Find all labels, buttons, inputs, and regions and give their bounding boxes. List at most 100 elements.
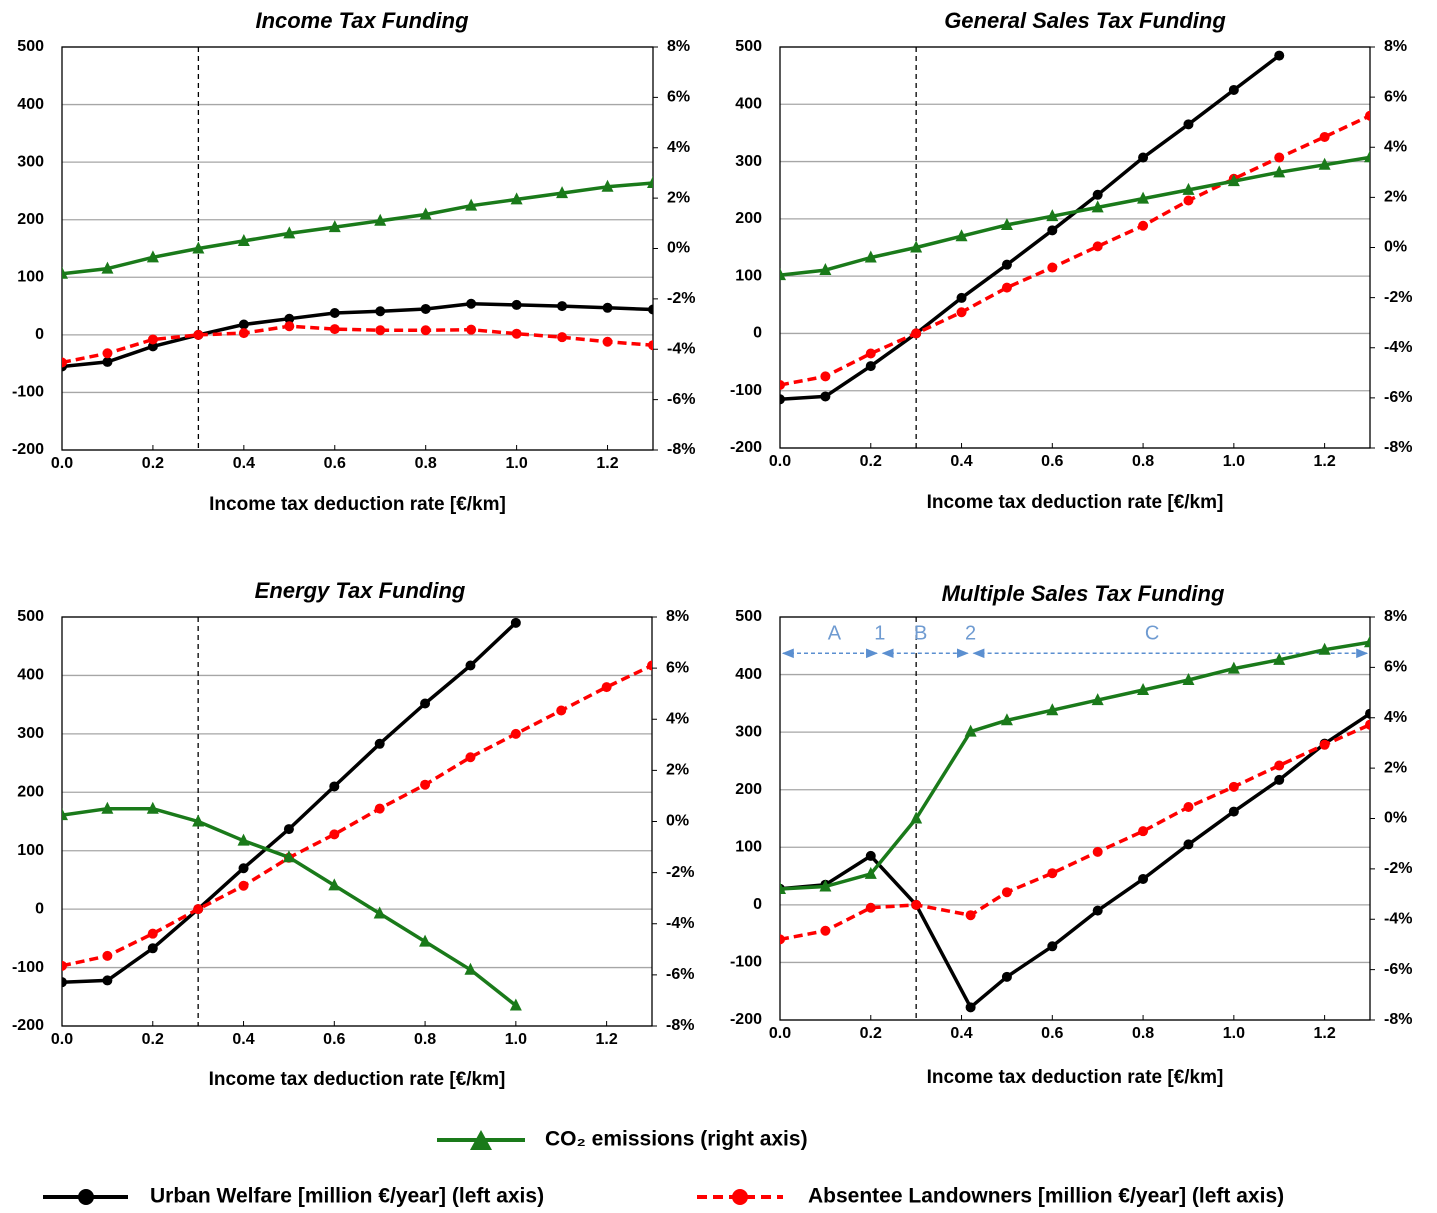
plot-frame: [779, 616, 1371, 1021]
x-tick-label: 0.4: [233, 455, 255, 472]
point: [1137, 683, 1150, 696]
point: [466, 324, 477, 335]
point: [147, 928, 158, 939]
y2-tick-label: 4%: [1384, 138, 1407, 155]
plot: [780, 635, 1370, 1013]
x-tick-label: 0.2: [860, 453, 882, 470]
series-line: [62, 663, 652, 968]
y-tick-label: 100: [735, 267, 762, 284]
point: [510, 192, 523, 205]
y-tick-label: 100: [17, 842, 44, 859]
point: [510, 617, 521, 628]
y-tick-label: 400: [735, 96, 762, 113]
series-line: [62, 181, 653, 276]
point: [147, 334, 158, 345]
y2-tick-label: 6%: [667, 89, 690, 106]
point: [373, 906, 386, 919]
y-tick-label: 400: [735, 666, 762, 683]
series-line: [62, 324, 653, 365]
point: [1274, 152, 1285, 163]
annotation: A: [828, 623, 842, 645]
y2-tick-label: 4%: [667, 139, 690, 156]
x-tick-label: 1.0: [505, 455, 527, 472]
point: [419, 934, 432, 947]
point: [329, 829, 340, 840]
chart-panel: General Sales Tax Funding -200 -100 0 100 200…: [730, 8, 1412, 513]
point: [1318, 157, 1331, 170]
point: [1182, 182, 1195, 195]
point: [374, 213, 387, 226]
series-line: [62, 806, 517, 1007]
point: [965, 910, 976, 921]
y2-tick-label: -6%: [666, 966, 694, 983]
point: [62, 357, 67, 368]
legend-marker: [470, 1130, 492, 1150]
series-line: [780, 54, 1281, 402]
y2-tick-label: -6%: [1384, 389, 1412, 406]
chart-title: Multiple Sales Tax Funding: [942, 581, 1225, 606]
point: [374, 738, 385, 749]
y-tick-label: 300: [735, 153, 762, 170]
point: [956, 307, 967, 318]
y2-tick-label: -8%: [666, 1017, 694, 1034]
plot-frame: [61, 46, 654, 451]
point: [329, 781, 340, 792]
point: [1228, 781, 1239, 792]
point: [237, 833, 250, 846]
point: [420, 303, 431, 314]
point: [820, 925, 831, 936]
x-axis-label: Income tax deduction rate [€/km]: [927, 1067, 1224, 1088]
x-axis-label: Income tax deduction rate [€/km]: [209, 494, 506, 515]
series-line: [62, 302, 653, 369]
annotation: 2: [965, 623, 976, 645]
point: [466, 298, 477, 309]
y2-tick-label: 4%: [666, 710, 689, 727]
point: [329, 324, 340, 335]
point: [955, 229, 968, 242]
y2-tick-label: -4%: [1384, 339, 1412, 356]
y-tick-label: 300: [17, 153, 44, 170]
point: [557, 301, 568, 312]
point: [193, 904, 204, 915]
series-line: [780, 155, 1370, 277]
point: [101, 261, 114, 274]
x-tick-label: 0.0: [51, 455, 73, 472]
y2-tick-label: 6%: [666, 659, 689, 676]
series-line: [780, 640, 1370, 891]
point: [62, 977, 67, 988]
point: [102, 950, 113, 961]
plot-frame: [779, 46, 1371, 449]
point: [464, 962, 477, 975]
series-line: [780, 114, 1370, 387]
point: [1000, 217, 1013, 230]
point: [147, 341, 158, 352]
chart-panel: Energy Tax Funding -200 -100 0 100 200 300 400 5…: [12, 578, 694, 1090]
plot: [62, 176, 653, 372]
y2-tick-label: 2%: [666, 762, 689, 779]
x-tick-label: 0.2: [860, 1025, 882, 1042]
point: [648, 340, 653, 351]
point: [601, 682, 612, 693]
point: [1228, 806, 1239, 817]
point: [146, 801, 159, 814]
point: [910, 811, 923, 824]
point: [911, 328, 922, 339]
point: [1001, 282, 1012, 293]
point: [101, 801, 114, 814]
y-tick-label: -100: [730, 382, 762, 399]
annotation: C: [1145, 623, 1159, 645]
legend-label: Urban Welfare [million €/year] (left axi…: [150, 1185, 544, 1208]
point: [1273, 652, 1286, 665]
y-tick-label: 0: [753, 896, 762, 913]
x-tick-label: 0.4: [950, 1025, 972, 1042]
point: [864, 866, 877, 879]
point: [1274, 774, 1285, 785]
y2-tick-label: 4%: [1384, 709, 1407, 726]
y-tick-label: -200: [12, 1017, 44, 1034]
y-tick-label: 300: [735, 723, 762, 740]
point: [1182, 672, 1195, 685]
y2-tick-label: -4%: [1384, 910, 1412, 927]
series-line: [780, 723, 1370, 942]
point: [237, 233, 250, 246]
